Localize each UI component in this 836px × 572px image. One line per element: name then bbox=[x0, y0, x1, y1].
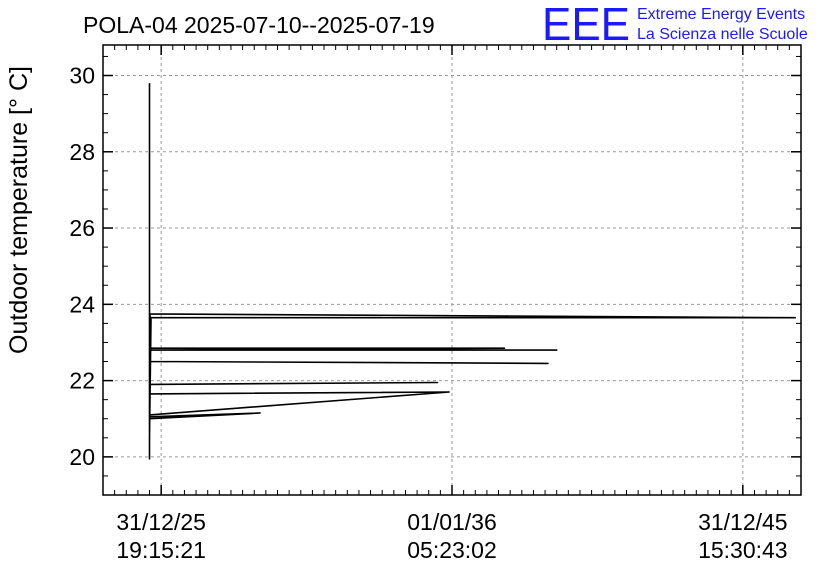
x-tick-label-time: 15:30:43 bbox=[698, 537, 788, 563]
data-series bbox=[148, 83, 797, 460]
y-tick-label: 24 bbox=[69, 291, 95, 317]
eee-logo-line2: La Scienza nelle Scuole bbox=[637, 26, 808, 43]
y-tick-label: 30 bbox=[69, 63, 95, 89]
x-tick-label-date: 01/01/36 bbox=[407, 509, 497, 535]
x-tick-label-time: 19:15:21 bbox=[116, 537, 206, 563]
eee-logo-mark: EEE bbox=[542, 0, 630, 50]
y-tick-labels: 20 22 24 26 28 30 bbox=[69, 63, 95, 470]
series-line-0 bbox=[148, 83, 797, 460]
y-tick-label: 22 bbox=[69, 368, 95, 394]
x-tick-label-time: 05:23:02 bbox=[407, 537, 497, 563]
y-tick-label: 28 bbox=[69, 139, 95, 165]
eee-logo-line1: Extreme Energy Events bbox=[637, 6, 805, 23]
y-tick-label: 26 bbox=[69, 215, 95, 241]
x-tick-label-date: 31/12/45 bbox=[698, 509, 788, 535]
eee-logo: EEE Extreme Energy Events La Scienza nel… bbox=[542, 0, 808, 50]
y-axis-label: Outdoor temperature [° C] bbox=[5, 66, 33, 354]
chart-title: POLA-04 2025-07-10--2025-07-19 bbox=[83, 12, 435, 38]
axis-ticks bbox=[102, 45, 802, 496]
y-tick-label: 20 bbox=[69, 444, 95, 470]
x-tick-label-date: 31/12/25 bbox=[116, 509, 206, 535]
grid-lines bbox=[103, 45, 801, 495]
